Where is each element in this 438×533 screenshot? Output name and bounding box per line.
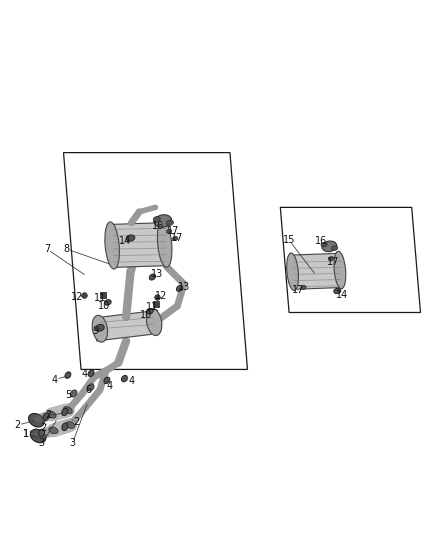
Text: 3: 3 — [69, 439, 75, 448]
Text: 10: 10 — [98, 301, 110, 311]
Ellipse shape — [166, 230, 172, 233]
Text: 8: 8 — [64, 244, 70, 254]
Text: 1: 1 — [23, 429, 29, 439]
Ellipse shape — [95, 325, 104, 331]
Text: 14: 14 — [119, 236, 131, 246]
Text: 17: 17 — [292, 285, 304, 295]
Polygon shape — [291, 253, 342, 289]
Ellipse shape — [301, 286, 306, 289]
Ellipse shape — [173, 237, 178, 240]
Text: 13: 13 — [178, 281, 190, 292]
Ellipse shape — [30, 429, 46, 443]
Ellipse shape — [334, 288, 341, 294]
Ellipse shape — [65, 422, 75, 429]
Text: 6: 6 — [86, 385, 92, 395]
Ellipse shape — [153, 216, 160, 222]
Ellipse shape — [104, 377, 110, 384]
Polygon shape — [110, 223, 167, 268]
Text: 7: 7 — [44, 244, 50, 254]
Polygon shape — [96, 310, 158, 341]
Ellipse shape — [146, 309, 153, 314]
Ellipse shape — [322, 241, 337, 252]
Text: 9: 9 — [92, 326, 99, 336]
Ellipse shape — [28, 414, 44, 427]
Ellipse shape — [121, 375, 127, 382]
Text: 11: 11 — [94, 293, 106, 303]
Ellipse shape — [332, 246, 338, 251]
Text: 11: 11 — [146, 302, 158, 312]
Ellipse shape — [92, 315, 108, 342]
Ellipse shape — [149, 274, 155, 280]
Ellipse shape — [43, 413, 49, 421]
Ellipse shape — [62, 423, 68, 431]
Text: 5: 5 — [66, 390, 72, 400]
Ellipse shape — [154, 215, 172, 227]
Ellipse shape — [65, 372, 71, 378]
Ellipse shape — [328, 256, 334, 261]
Text: 12: 12 — [71, 292, 83, 302]
Ellipse shape — [62, 408, 68, 416]
Ellipse shape — [166, 220, 173, 225]
Text: 16: 16 — [152, 221, 165, 231]
Text: 4: 4 — [52, 375, 58, 384]
Text: 17: 17 — [171, 233, 184, 243]
Text: 2: 2 — [14, 420, 21, 430]
Text: 2: 2 — [41, 423, 47, 433]
Text: 2: 2 — [45, 410, 51, 421]
Ellipse shape — [39, 429, 45, 437]
Ellipse shape — [49, 427, 58, 434]
Ellipse shape — [88, 370, 94, 377]
Text: 4: 4 — [128, 376, 134, 386]
Ellipse shape — [64, 407, 72, 414]
Text: 1: 1 — [23, 429, 29, 439]
Text: 4: 4 — [81, 369, 88, 379]
Ellipse shape — [287, 253, 298, 290]
Ellipse shape — [126, 235, 135, 241]
Ellipse shape — [47, 411, 56, 418]
Ellipse shape — [334, 251, 346, 289]
Ellipse shape — [70, 390, 77, 397]
Text: 14: 14 — [336, 289, 349, 300]
Text: 2: 2 — [74, 417, 80, 427]
Text: 16: 16 — [314, 236, 327, 246]
Ellipse shape — [177, 285, 183, 292]
Ellipse shape — [105, 222, 120, 269]
Ellipse shape — [146, 309, 162, 336]
Text: 17: 17 — [327, 257, 339, 267]
Text: 4: 4 — [106, 381, 113, 391]
Text: 13: 13 — [151, 269, 163, 279]
Ellipse shape — [157, 220, 172, 267]
Text: 3: 3 — [39, 439, 45, 448]
Text: 10: 10 — [140, 310, 152, 320]
Ellipse shape — [321, 243, 327, 247]
Text: 17: 17 — [167, 225, 180, 236]
Text: 15: 15 — [283, 235, 295, 245]
Ellipse shape — [87, 384, 94, 391]
Text: 12: 12 — [155, 291, 167, 301]
Ellipse shape — [104, 300, 111, 305]
